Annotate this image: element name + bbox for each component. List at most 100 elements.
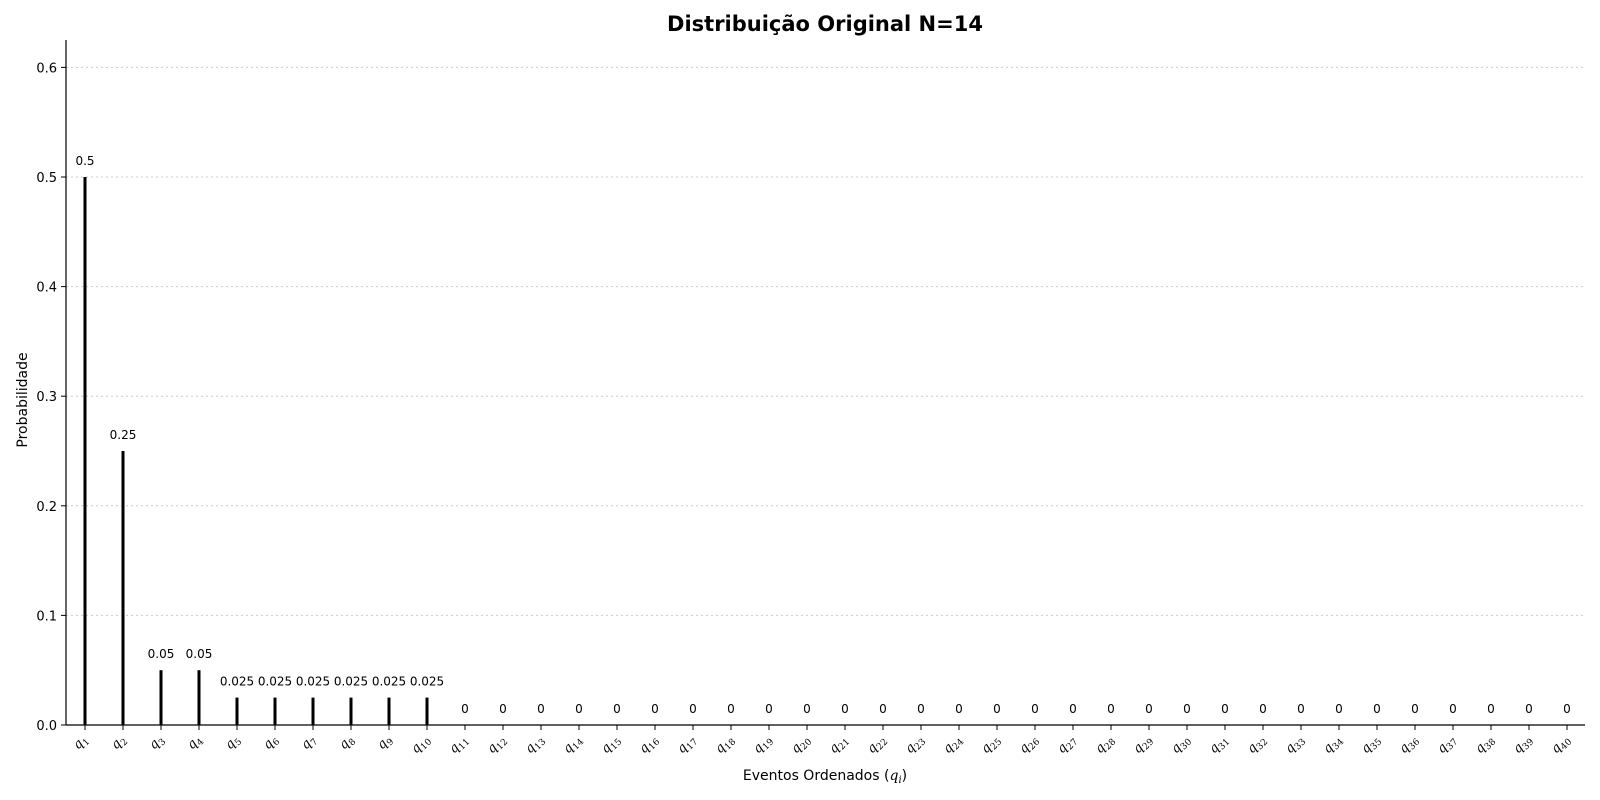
data-label: 0 <box>689 702 697 716</box>
grid-layer <box>66 66 1585 616</box>
x-tick-label: q36 <box>1396 732 1422 758</box>
x-tick-label: q10 <box>408 732 434 758</box>
x-tick-label: q24 <box>940 732 966 758</box>
data-label: 0 <box>1031 702 1039 716</box>
axes-layer <box>65 40 1585 726</box>
x-axis-title-math: (qi) <box>880 768 908 786</box>
data-label: 0.025 <box>334 675 368 689</box>
y-tick-label: 0.3 <box>36 390 57 405</box>
data-labels-layer: 0.5 0.25 0.05 0.05 0.025 0.025 0.025 0.025 0.025… <box>75 154 1570 716</box>
bars-layer <box>83 177 429 725</box>
bar <box>311 697 315 725</box>
x-axis-title: Eventos Ordenados (qi) <box>743 768 907 786</box>
x-tick-label: q27 <box>1054 732 1080 758</box>
x-tick-label: q15 <box>598 732 624 758</box>
x-tick-label: q6 <box>260 732 282 754</box>
data-label: 0 <box>1525 702 1533 716</box>
bar <box>349 697 353 725</box>
x-tick-label: q9 <box>374 732 396 754</box>
data-label: 0 <box>1563 702 1571 716</box>
x-tick-label: q39 <box>1510 732 1536 758</box>
x-tick-label: q18 <box>712 732 738 758</box>
data-label: 0.025 <box>220 675 254 689</box>
x-tick-label: q11 <box>446 732 472 758</box>
x-tick-label: q17 <box>674 732 700 758</box>
data-label: 0 <box>917 702 925 716</box>
data-label: 0 <box>651 702 659 716</box>
data-label: 0 <box>1487 702 1495 716</box>
x-tick-label: q12 <box>484 732 510 758</box>
bar <box>83 177 87 725</box>
x-tick-label: q20 <box>788 732 814 758</box>
data-label: 0 <box>1449 702 1457 716</box>
data-label: 0 <box>1145 702 1153 716</box>
y-tick-label: 0.4 <box>36 281 57 296</box>
data-label: 0 <box>613 702 621 716</box>
data-label: 0 <box>1259 702 1267 716</box>
x-tick-label: q37 <box>1434 732 1460 758</box>
data-label: 0 <box>461 702 469 716</box>
data-label: 0.05 <box>148 647 175 661</box>
bar <box>159 670 163 725</box>
x-tick-label: q13 <box>522 732 548 758</box>
y-tick-label: 0.0 <box>36 719 57 734</box>
data-label: 0 <box>1221 702 1229 716</box>
x-tick-label: q31 <box>1206 732 1232 758</box>
y-tick-label: 0.2 <box>36 500 57 515</box>
data-label: 0 <box>1411 702 1419 716</box>
chart-title: Distribuição Original N=14 <box>667 12 983 36</box>
bar <box>425 697 429 725</box>
data-label: 0 <box>1069 702 1077 716</box>
y-tick-label: 0.5 <box>36 171 57 186</box>
data-label: 0 <box>1107 702 1115 716</box>
x-ticks-layer: q1 q2 q3 q4 q5 q6 q7 q8 q9 q10 q11 q12 q13 q14 q15 q16 q… <box>70 725 1574 758</box>
data-label: 0 <box>1373 702 1381 716</box>
data-label: 0 <box>575 702 583 716</box>
x-tick-label: q1 <box>70 732 92 754</box>
y-tick-label: 0.6 <box>36 61 57 76</box>
data-label: 0 <box>537 702 545 716</box>
y-ticks-layer: 0.0 0.1 0.2 0.3 0.4 0.5 0.6 <box>36 61 66 734</box>
x-tick-label: q19 <box>750 732 776 758</box>
data-label: 0.05 <box>186 647 213 661</box>
x-tick-label: q3 <box>146 732 168 754</box>
y-axis-title: Probabilidade <box>15 352 31 447</box>
x-tick-label: q8 <box>336 732 358 754</box>
data-label: 0.025 <box>372 675 406 689</box>
x-tick-label: q5 <box>222 732 244 754</box>
x-axis-title-text: Eventos Ordenados <box>743 768 880 784</box>
x-tick-label: q4 <box>184 732 206 754</box>
data-label: 0 <box>1297 702 1305 716</box>
x-tick-label: q16 <box>636 732 662 758</box>
data-label: 0 <box>955 702 963 716</box>
bar <box>197 670 201 725</box>
data-label: 0 <box>879 702 887 716</box>
data-label: 0.025 <box>296 675 330 689</box>
x-tick-label: q34 <box>1320 732 1346 758</box>
x-tick-label: q35 <box>1358 732 1384 758</box>
data-label: 0 <box>1183 702 1191 716</box>
x-tick-label: q25 <box>978 732 1004 758</box>
x-tick-label: q23 <box>902 732 928 758</box>
data-label: 0 <box>727 702 735 716</box>
bar <box>121 451 125 725</box>
x-tick-label: q7 <box>298 732 320 754</box>
data-label: 0 <box>1335 702 1343 716</box>
data-label: 0.025 <box>410 675 444 689</box>
x-tick-label: q30 <box>1168 732 1194 758</box>
x-tick-label: q14 <box>560 732 586 758</box>
bar <box>273 697 277 725</box>
x-tick-label: q26 <box>1016 732 1042 758</box>
x-tick-label: q33 <box>1282 732 1308 758</box>
data-label: 0 <box>993 702 1001 716</box>
data-label: 0 <box>841 702 849 716</box>
data-label: 0 <box>765 702 773 716</box>
x-tick-label: q32 <box>1244 732 1270 758</box>
bar <box>235 697 239 725</box>
data-label: 0 <box>803 702 811 716</box>
x-tick-label: q21 <box>826 732 852 758</box>
x-tick-label: q22 <box>864 732 890 758</box>
y-tick-label: 0.1 <box>36 609 57 624</box>
